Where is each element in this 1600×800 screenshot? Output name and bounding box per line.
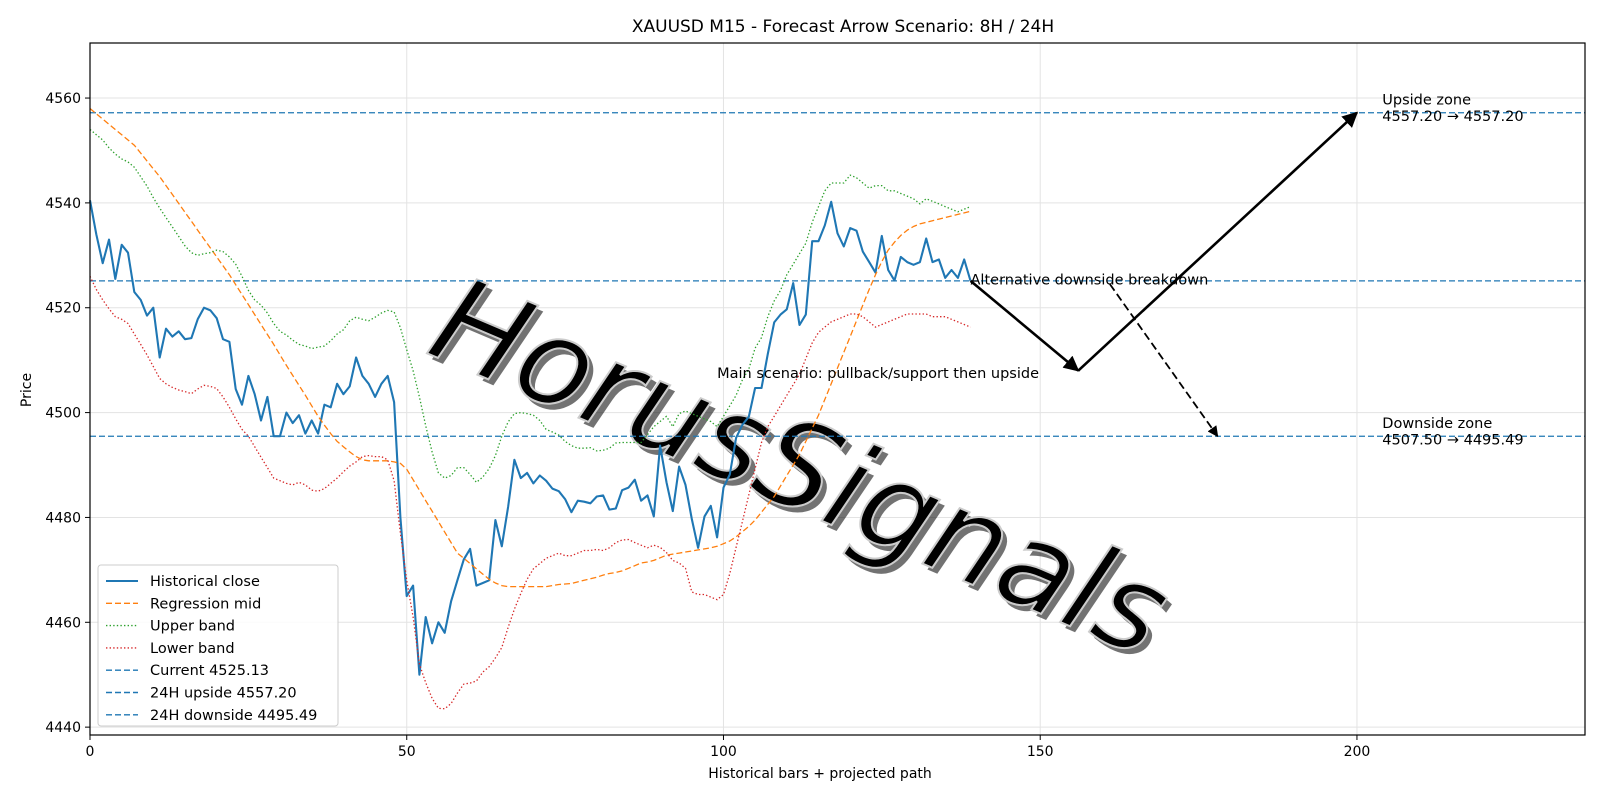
y-axis-label: Price [19, 373, 35, 407]
arrow-main-leg-2 [1077, 111, 1359, 372]
y-tick-label: 4500 [45, 406, 81, 422]
x-tick-label: 200 [1344, 744, 1371, 760]
annotations: Main scenario: pullback/support then ups… [717, 92, 1523, 448]
y-tick-label: 4440 [45, 720, 81, 736]
scenario-arrows [969, 111, 1359, 438]
chart-title: XAUUSD M15 - Forecast Arrow Scenario: 8H… [632, 17, 1054, 37]
legend-label-close: Historical close [150, 574, 260, 590]
x-tick-label: 0 [86, 744, 95, 760]
y-tick-label: 4540 [45, 196, 81, 212]
y-tick-label: 4460 [45, 615, 81, 631]
axis-ticks: 0 50 100 150 200 4440 4460 4480 4500 4520 4540 4560 [45, 91, 1370, 760]
arrow-main-leg-1 [969, 279, 1080, 372]
series-regression-mid [89, 108, 971, 588]
legend-label-upper: Upper band [150, 619, 235, 635]
annotation-upside-range: 4557.20 → 4557.20 [1382, 109, 1523, 125]
series-upper-band [89, 128, 971, 483]
legend-box [97, 564, 339, 727]
legend-label-current: Current 4525.13 [150, 663, 269, 679]
series-lower-band [89, 276, 971, 710]
legend-label-upside: 24H upside 4557.20 [150, 686, 297, 702]
series-close [88, 200, 972, 676]
annotation-alternative: Alternative downside breakdown [971, 273, 1209, 289]
series [88, 108, 972, 710]
legend-label-downside: 24H downside 4495.49 [150, 708, 317, 724]
x-tick-label: 50 [398, 744, 416, 760]
annotation-main-scenario: Main scenario: pullback/support then ups… [717, 366, 1039, 382]
annotation-upside-zone: Upside zone [1382, 92, 1471, 108]
y-tick-label: 4560 [45, 91, 81, 107]
x-axis-label: Historical bars + projected path [708, 766, 932, 782]
horizontal-lines [90, 112, 1585, 437]
legend: Historical close Regression mid Upper ba… [97, 564, 339, 727]
legend-label-mid: Regression mid [150, 596, 261, 612]
annotation-downside-range: 4507.50 → 4495.49 [1382, 433, 1523, 449]
grid [89, 43, 1585, 735]
arrow-alternative [1109, 283, 1219, 438]
y-tick-label: 4480 [45, 510, 81, 526]
plot-frame [89, 42, 1586, 736]
x-tick-label: 100 [710, 744, 737, 760]
legend-label-lower: Lower band [150, 641, 235, 657]
x-tick-label: 150 [1027, 744, 1054, 760]
annotation-downside-zone: Downside zone [1382, 416, 1492, 432]
y-tick-label: 4520 [45, 301, 81, 317]
